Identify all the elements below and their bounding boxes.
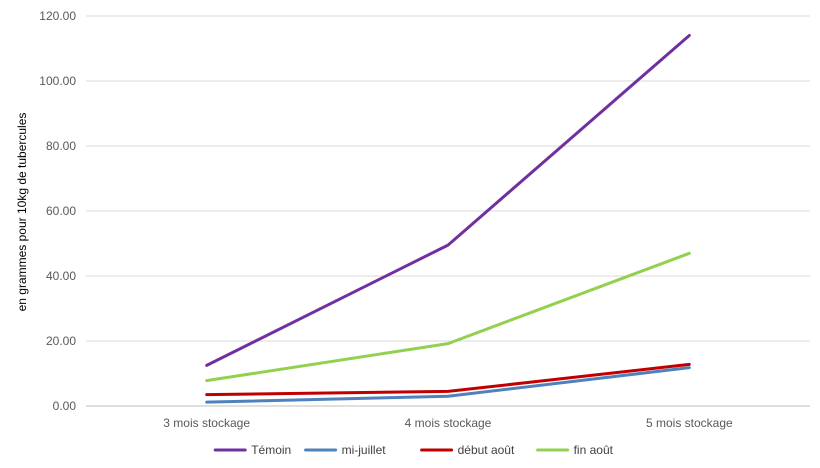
series-line: [205, 366, 691, 404]
series-line: [205, 34, 691, 367]
legend-item: fin août: [536, 443, 614, 457]
x-axis-ticks: 3 mois stockage 4 mois stockage 5 mois sto…: [163, 416, 733, 430]
x-tick-label: 4 mois stockage: [405, 416, 492, 430]
legend-item: Témoin: [213, 443, 291, 457]
y-tick-label: 40.00: [46, 269, 76, 283]
x-tick-label: 3 mois stockage: [163, 416, 250, 430]
legend-label: fin août: [574, 443, 614, 457]
series-line: [205, 251, 691, 383]
series-lines: [205, 34, 691, 404]
y-tick-label: 100.00: [39, 74, 76, 88]
y-tick-label: 0.00: [53, 399, 77, 413]
x-tick-label: 5 mois stockage: [646, 416, 733, 430]
y-axis-title: en grammes pour 10kg de tubercules: [15, 113, 29, 312]
legend-item: mi-juillet: [304, 443, 387, 457]
legend-label: début août: [458, 443, 515, 457]
y-tick-label: 20.00: [46, 334, 76, 348]
gridlines: [86, 15, 810, 407]
legend-label: mi-juillet: [342, 443, 387, 457]
series-line: [205, 362, 691, 397]
y-tick-label: 60.00: [46, 204, 76, 218]
y-tick-label: 80.00: [46, 139, 76, 153]
legend: Témoin mi-juillet début août fin août: [213, 443, 614, 457]
legend-item: début août: [420, 443, 515, 457]
legend-label: Témoin: [251, 443, 291, 457]
y-tick-label: 120.00: [39, 9, 76, 23]
y-axis-ticks: 0.00 20.00 40.00 60.00 80.00 100.00 120.00: [39, 9, 76, 413]
